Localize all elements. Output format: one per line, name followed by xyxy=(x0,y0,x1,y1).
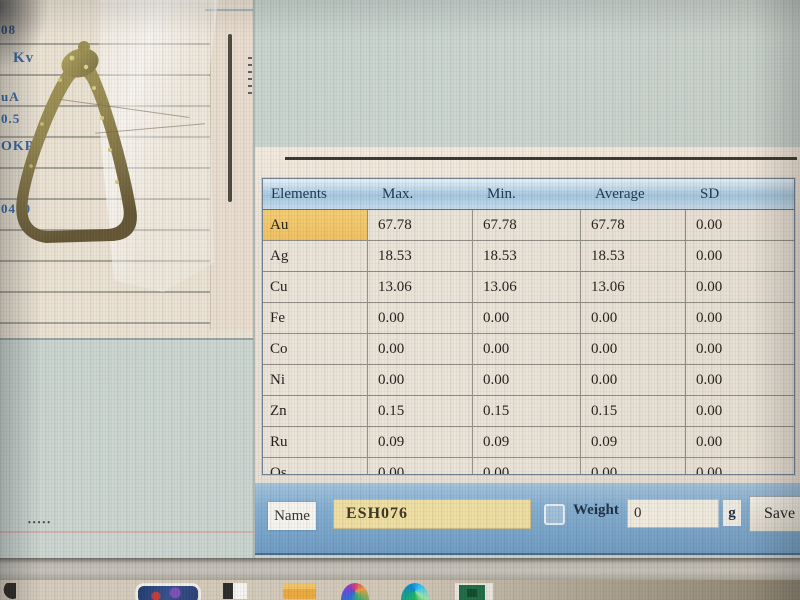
element-cell[interactable]: Ag xyxy=(263,241,368,272)
col-header-min: Min. xyxy=(487,185,516,202)
min-cell: 67.78 xyxy=(473,210,581,241)
unit-label: g xyxy=(723,500,741,526)
average-cell: 13.06 xyxy=(581,272,686,303)
camera-view-panel: 08 Kv uA 0.5 OKP 0410 xyxy=(0,0,255,340)
save-button[interactable]: Save xyxy=(749,496,800,532)
sd-cell: 0.00 xyxy=(686,303,794,334)
max-cell: 67.78 xyxy=(368,210,473,241)
average-cell: 0.15 xyxy=(581,396,686,427)
table-row[interactable]: Os 0.00 0.00 0.00 0.00 xyxy=(263,458,794,474)
max-cell: 18.53 xyxy=(368,241,473,272)
table-row[interactable]: Ag 18.53 18.53 18.53 0.00 xyxy=(263,241,794,272)
max-cell: 0.15 xyxy=(368,396,473,427)
name-input[interactable] xyxy=(333,499,531,529)
sd-cell: 0.00 xyxy=(686,396,794,427)
card-dark-bar xyxy=(228,34,232,202)
element-cell[interactable]: Au xyxy=(263,210,368,241)
sd-cell: 0.00 xyxy=(686,272,794,303)
taskbar-icon-document[interactable] xyxy=(223,583,247,599)
col-header-elements: Elements xyxy=(271,185,327,202)
table-row[interactable]: Ni 0.00 0.00 0.00 0.00 xyxy=(263,365,794,396)
sd-cell: 0.00 xyxy=(686,334,794,365)
sd-cell: 0.00 xyxy=(686,365,794,396)
results-panel: Elements Max. Min. Average SD Au 67.78 6… xyxy=(255,147,800,483)
element-cell[interactable]: Co xyxy=(263,334,368,365)
average-cell: 0.09 xyxy=(581,427,686,458)
table-header-row: Elements Max. Min. Average SD xyxy=(263,179,794,210)
element-cell[interactable]: Ni xyxy=(263,365,368,396)
min-cell: 0.00 xyxy=(473,365,581,396)
col-header-sd: SD xyxy=(700,185,720,202)
taskbar-icon-gallery[interactable] xyxy=(135,583,201,600)
element-cell[interactable]: Fe xyxy=(263,303,368,334)
sd-cell: 0.00 xyxy=(686,241,794,272)
paper-label: 08 xyxy=(1,22,16,37)
max-cell: 13.06 xyxy=(368,272,473,303)
sd-cell: 0.00 xyxy=(686,427,794,458)
min-cell: 0.09 xyxy=(473,427,581,458)
taskbar-icon-folder[interactable] xyxy=(283,583,316,599)
average-cell: 67.78 xyxy=(581,210,686,241)
table-row[interactable]: Zn 0.15 0.15 0.15 0.00 xyxy=(263,396,794,427)
taskbar xyxy=(0,580,800,600)
min-cell: 0.00 xyxy=(473,458,581,474)
weight-label: Weight xyxy=(573,502,619,518)
taskbar-icon-leftmost[interactable] xyxy=(0,583,16,600)
monitor-bezel xyxy=(0,558,800,580)
results-table-body: Au 67.78 67.78 67.78 0.00 Ag 18.53 18.53… xyxy=(263,210,794,474)
table-row[interactable]: Fe 0.00 0.00 0.00 0.00 xyxy=(263,303,794,334)
element-cell[interactable]: Zn xyxy=(263,396,368,427)
element-cell[interactable]: Cu xyxy=(263,272,368,303)
element-cell[interactable]: Ru xyxy=(263,427,368,458)
table-row[interactable]: Ru 0.09 0.09 0.09 0.00 xyxy=(263,427,794,458)
weight-input[interactable] xyxy=(627,499,719,528)
left-panel-dots: ••••• xyxy=(28,518,53,527)
average-cell: 0.00 xyxy=(581,334,686,365)
min-cell: 0.00 xyxy=(473,334,581,365)
min-cell: 13.06 xyxy=(473,272,581,303)
min-cell: 0.15 xyxy=(473,396,581,427)
max-cell: 0.00 xyxy=(368,334,473,365)
col-header-max: Max. xyxy=(382,185,414,202)
average-cell: 18.53 xyxy=(581,241,686,272)
min-cell: 0.00 xyxy=(473,303,581,334)
average-cell: 0.00 xyxy=(581,365,686,396)
max-cell: 0.00 xyxy=(368,365,473,396)
spectrum-baseline xyxy=(285,157,797,160)
scroll-ticks xyxy=(248,57,252,99)
col-header-average: Average xyxy=(595,185,645,202)
max-cell: 0.00 xyxy=(368,303,473,334)
max-cell: 0.09 xyxy=(368,427,473,458)
table-row[interactable]: Co 0.00 0.00 0.00 0.00 xyxy=(263,334,794,365)
taskbar-icon-excel[interactable] xyxy=(455,583,493,600)
reflection-line xyxy=(0,531,256,533)
name-label: Name xyxy=(268,502,316,530)
max-cell: 0.00 xyxy=(368,458,473,474)
element-cell[interactable]: Os xyxy=(263,458,368,474)
table-row[interactable]: Au 67.78 67.78 67.78 0.00 xyxy=(263,210,794,241)
table-row[interactable]: Cu 13.06 13.06 13.06 0.00 xyxy=(263,272,794,303)
sd-cell: 0.00 xyxy=(686,210,794,241)
weight-checkbox[interactable] xyxy=(544,504,565,525)
average-cell: 0.00 xyxy=(581,303,686,334)
results-table: Elements Max. Min. Average SD Au 67.78 6… xyxy=(262,178,795,475)
bottom-bar: Name Weight g Save xyxy=(255,483,800,555)
min-cell: 18.53 xyxy=(473,241,581,272)
sd-cell: 0.00 xyxy=(686,458,794,474)
gold-pendant-image xyxy=(16,41,137,243)
average-cell: 0.00 xyxy=(581,458,686,474)
